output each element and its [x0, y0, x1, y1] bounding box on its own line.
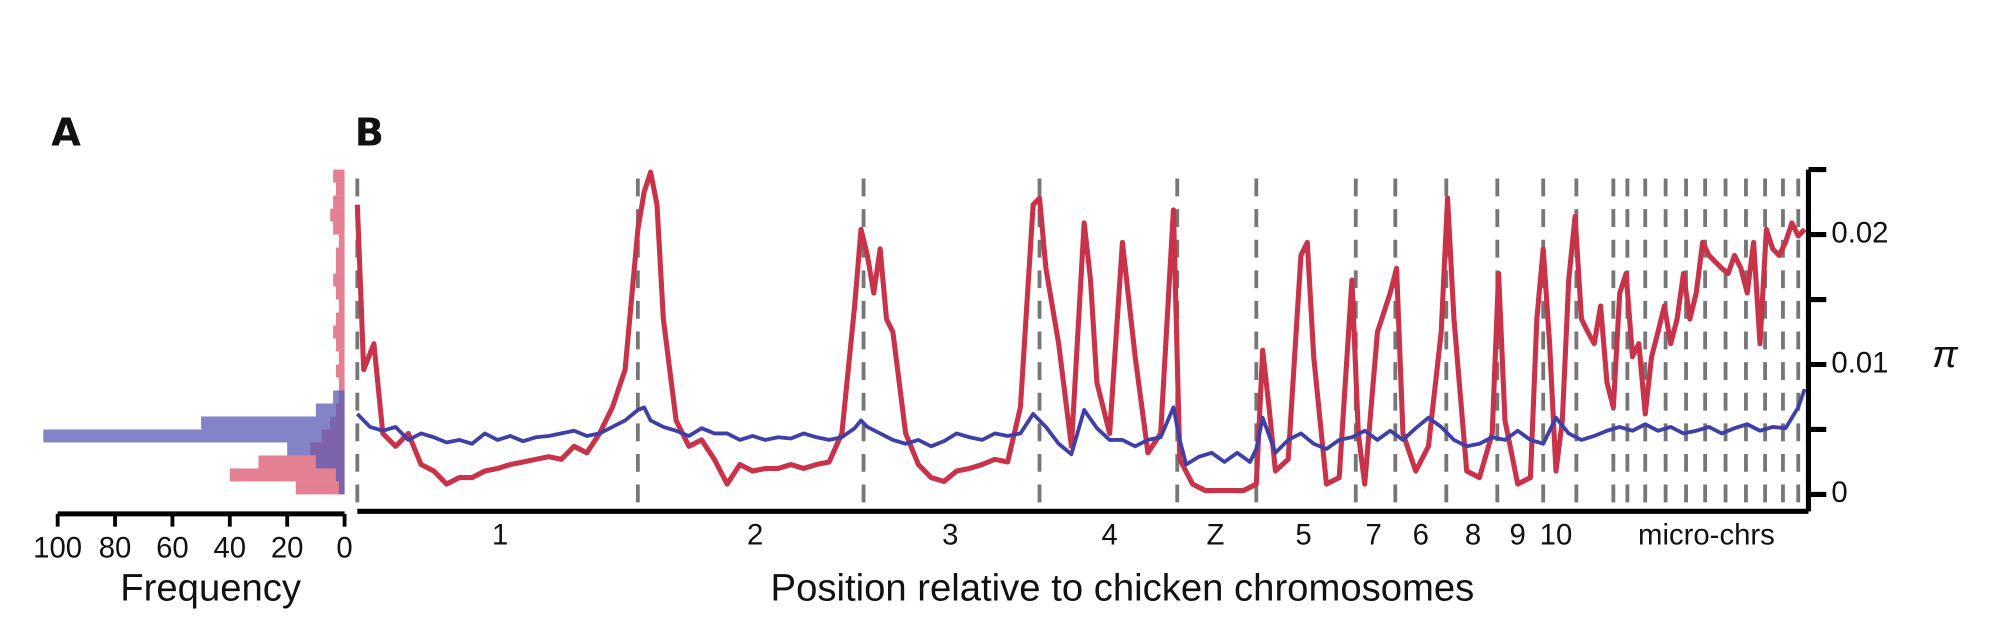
chromosome-label: 8	[1465, 519, 1481, 552]
histogram-bar	[333, 390, 345, 404]
x-tick-label: 100	[33, 531, 82, 564]
x-tick-label: 60	[156, 531, 189, 564]
histogram-bar	[333, 325, 345, 339]
y-tick-label: 0	[1831, 476, 1847, 509]
histogram-bar	[333, 195, 345, 209]
histogram-bar	[295, 481, 345, 495]
chromosome-label: 5	[1295, 519, 1311, 552]
histogram-bar	[335, 247, 345, 261]
histogram-bar	[335, 286, 345, 300]
pi-line	[354, 169, 1807, 494]
histogram-bar	[338, 377, 345, 391]
histogram-bar	[335, 260, 345, 274]
y-tick-label: 0.01	[1831, 346, 1888, 379]
pi-line	[355, 388, 1807, 467]
histogram-bar	[335, 312, 345, 326]
chromosome-label: 2	[747, 519, 763, 552]
chromosome-label: 1	[492, 519, 508, 552]
histogram-bar	[338, 234, 345, 248]
histogram-bar	[333, 221, 345, 235]
chromosome-label: Z	[1207, 519, 1225, 552]
histogram-bar	[338, 351, 345, 365]
panel-label: A	[51, 111, 81, 156]
chromosome-label: 4	[1102, 519, 1118, 552]
histogram-bar	[338, 299, 345, 313]
histogram-bar	[335, 364, 345, 378]
chromosome-label: micro-chrs	[1638, 519, 1775, 552]
x-tick-label: 20	[271, 531, 304, 564]
panel-label: B	[355, 111, 384, 156]
histogram-bar	[333, 273, 345, 287]
histogram-bar	[315, 403, 345, 417]
histogram-bar	[338, 481, 345, 495]
histogram-bar	[287, 442, 345, 456]
y-axis-title: π	[1932, 333, 1959, 376]
chromosome-label: 7	[1365, 519, 1381, 552]
histogram-bar	[229, 468, 345, 482]
histogram-bar	[335, 468, 345, 482]
histogram-bar	[330, 208, 345, 222]
x-axis-title: Position relative to chicken chromosomes	[771, 567, 1475, 610]
x-tick-label: 40	[214, 531, 247, 564]
y-tick-label: 0.02	[1831, 216, 1888, 249]
histogram-bar	[333, 169, 345, 183]
chromosome-label: 9	[1510, 519, 1526, 552]
chromosome-label: 6	[1413, 519, 1429, 552]
chromosome-label: 3	[942, 519, 958, 552]
chromosome-label: 10	[1540, 519, 1573, 552]
x-axis-title: Frequency	[120, 567, 302, 610]
histogram-bar	[201, 416, 345, 430]
x-tick-label: 80	[99, 531, 132, 564]
histogram-bar	[335, 338, 345, 352]
x-tick-label: 0	[336, 531, 352, 564]
histogram-bar	[43, 429, 345, 443]
histogram-bar	[335, 182, 345, 196]
histogram-bar	[315, 455, 345, 469]
